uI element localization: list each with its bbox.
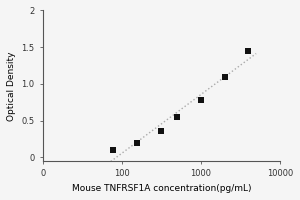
Point (175, 115, 180, 119)
Point (159, 129, 164, 133)
Point (135, 141, 140, 144)
Y-axis label: Optical Density: Optical Density (7, 51, 16, 121)
Point (222, 75, 227, 78)
Point (199, 99, 203, 102)
X-axis label: Mouse TNFRSF1A concentration(pg/mL): Mouse TNFRSF1A concentration(pg/mL) (72, 184, 251, 193)
Point (111, 148, 116, 151)
Point (246, 49, 251, 52)
